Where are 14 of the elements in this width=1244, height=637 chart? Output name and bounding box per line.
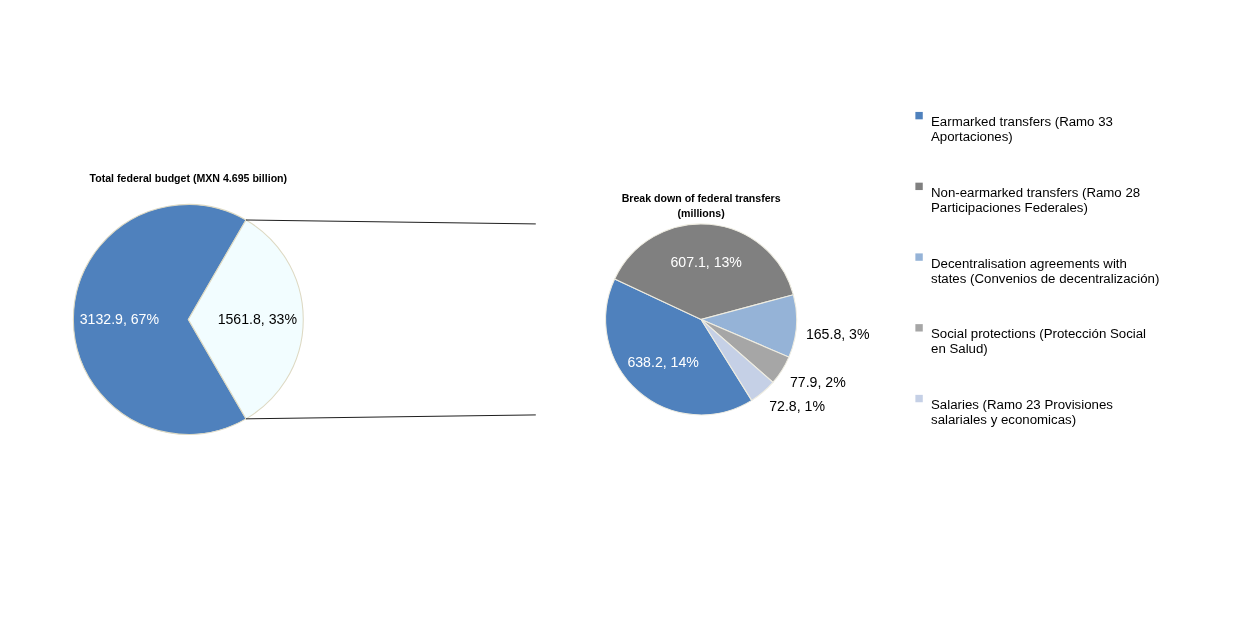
legend-label: Decentralisation agreements with states (Convenios de decentralización) bbox=[931, 255, 1160, 286]
legend-label: Non-earmarked transfers (Ramo 28 Participaciones Federales) bbox=[931, 184, 1141, 215]
data-label: 165.8, 3% bbox=[805, 325, 870, 342]
legend-label: Social protections (Protección Social en Salud) bbox=[931, 326, 1147, 357]
data-label: 638.2, 14% bbox=[627, 353, 700, 370]
legend-label: Salaries (Ramo 23 Provisiones salariales y economicas) bbox=[931, 397, 1114, 428]
legend-label: Earmarked transfers (Ramo 33 Aportaciones) bbox=[931, 114, 1113, 145]
data-label: 3132.9, 67% bbox=[79, 310, 160, 327]
data-label: 77.9, 2% bbox=[789, 373, 847, 390]
data-label: 607.1, 13% bbox=[670, 253, 743, 270]
text: Break down of federal transfers (millions) bbox=[621, 191, 781, 219]
chart-title: Total federal budget (MXN 4.695 billion) bbox=[89, 172, 288, 185]
data-label: 72.8, 1% bbox=[769, 397, 826, 414]
data-label: 1561.8, 33% bbox=[217, 310, 298, 327]
